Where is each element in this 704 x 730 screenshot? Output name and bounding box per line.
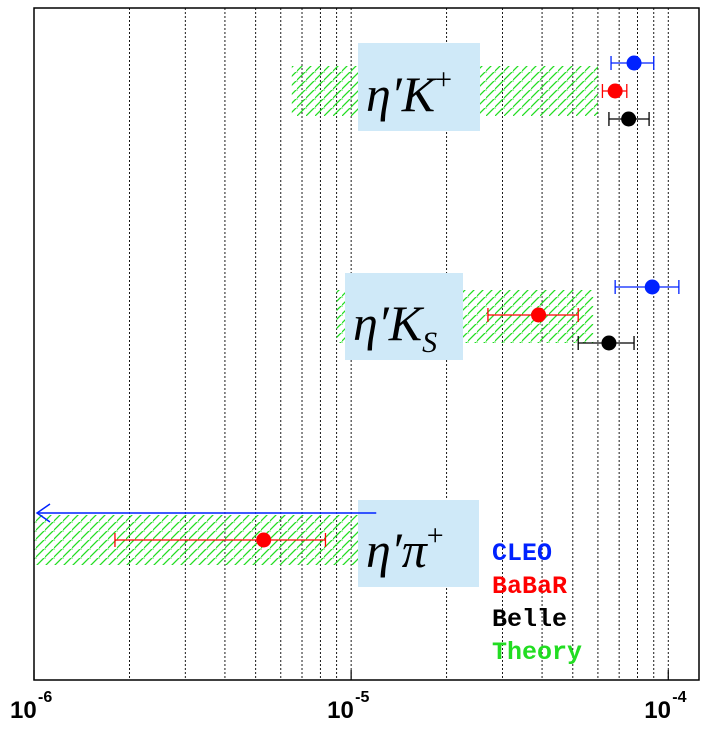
channel-label-subscript: S	[422, 326, 437, 359]
data-point-babar	[531, 307, 547, 323]
x-tick-exponent: -5	[355, 689, 369, 706]
channel-label: η′π+	[366, 519, 444, 578]
legend-entry: Theory	[492, 638, 582, 667]
channel-label-main: η′K	[366, 66, 438, 122]
channel-label-superscript: +	[427, 519, 444, 552]
channel-label-box	[345, 273, 463, 360]
legend-entry: Belle	[492, 605, 567, 634]
data-point-babar	[607, 83, 623, 99]
cleo-upper-limit-arrowhead	[35, 503, 51, 523]
x-tick-label: 10	[644, 697, 671, 724]
x-tick-exponent: -6	[38, 689, 52, 706]
measurement-layer	[35, 55, 680, 548]
legend-entry: CLEO	[492, 539, 552, 568]
data-point-cleo	[626, 55, 642, 71]
channel-label-box	[358, 500, 479, 587]
x-tick-label: 10	[327, 697, 354, 724]
data-point-babar	[256, 532, 272, 548]
data-point-cleo	[644, 279, 660, 295]
channel-label: η′K+	[366, 63, 452, 122]
grid-layer	[129, 8, 669, 680]
channel-label-layer: η′K+η′KSη′π+	[345, 43, 480, 587]
x-axis-tick-layer: 10 -6 10 -5 10 -4	[10, 670, 687, 724]
plot-frame	[33, 7, 700, 681]
channel-label-main: η′K	[353, 295, 425, 351]
channel-label-box	[358, 43, 480, 131]
x-tick-label: 10	[10, 697, 37, 724]
legend: CLEO BaBaR Belle Theory	[492, 539, 582, 667]
data-point-belle	[601, 335, 617, 351]
channel-label-superscript: +	[435, 63, 452, 96]
x-tick-exponent: -4	[672, 689, 686, 706]
channel-label: η′KS	[353, 295, 437, 359]
legend-entry: BaBaR	[492, 572, 567, 601]
channel-label-main: η′π	[366, 522, 429, 578]
data-point-belle	[621, 111, 637, 127]
